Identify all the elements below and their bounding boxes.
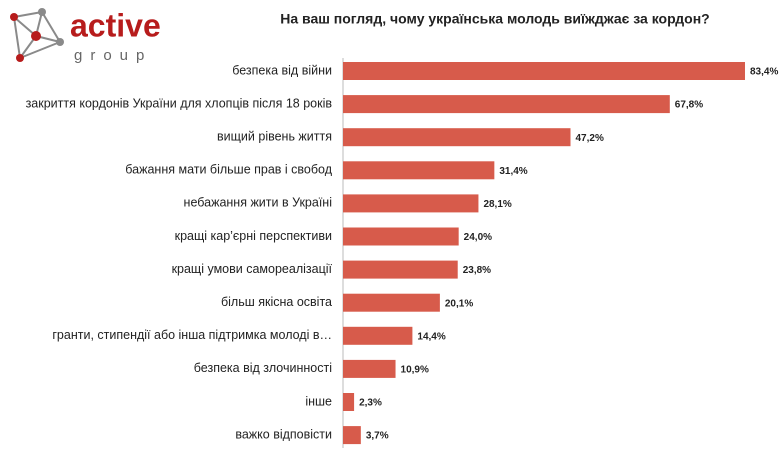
category-label: важко відповісти (235, 427, 332, 441)
value-label: 20,1% (445, 298, 473, 309)
category-label: небажання жити в Україні (184, 196, 332, 210)
category-label: більш якісна освіта (221, 295, 332, 309)
bar (343, 128, 571, 147)
bar (343, 95, 670, 114)
category-label: безпека від злочинності (194, 361, 332, 375)
category-label: вищий рівень життя (217, 129, 332, 143)
category-label: закриття кордонів України для хлопців пі… (26, 96, 333, 110)
bar (343, 326, 413, 345)
bar (343, 426, 361, 445)
logo-icon (10, 8, 64, 62)
bar (343, 62, 745, 80)
value-label: 31,4% (499, 166, 527, 177)
bar (343, 393, 355, 411)
category-label: кращі умови самореалізації (172, 262, 333, 276)
value-label: 2,3% (359, 398, 382, 409)
bar (343, 227, 459, 246)
category-label: безпека від війни (232, 63, 332, 77)
bar (343, 194, 479, 213)
value-label: 10,9% (401, 365, 429, 376)
value-label: 47,2% (576, 133, 604, 144)
chart-title: На ваш погляд, чому українська молодь ви… (280, 11, 710, 27)
value-label: 24,0% (464, 232, 492, 243)
bar (343, 161, 495, 180)
category-label: кращі кар’єрні перспективи (175, 229, 332, 243)
bar (343, 260, 458, 279)
category-label: бажання мати більше прав і свобод (125, 163, 332, 177)
category-label: гранти, стипендії або інша підтримка мол… (52, 328, 332, 342)
value-label: 23,8% (463, 265, 491, 276)
bar (343, 293, 440, 312)
value-label: 14,4% (417, 331, 445, 342)
value-label: 83,4% (750, 67, 778, 78)
value-label: 67,8% (675, 100, 703, 111)
value-label: 28,1% (483, 199, 511, 210)
value-label: 3,7% (366, 431, 389, 442)
category-label: інше (305, 394, 332, 408)
logo-name: active (70, 7, 161, 43)
bar (343, 359, 396, 378)
logo-tagline: group (74, 47, 152, 64)
